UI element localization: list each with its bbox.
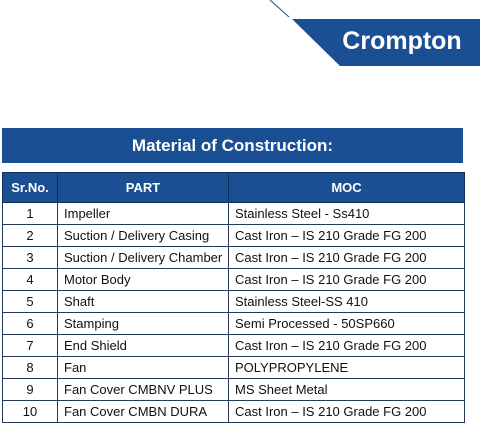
table-cell: Stamping	[57, 312, 229, 335]
table-row: 10 Fan Cover CMBN DURA Cast Iron – IS 210 …	[2, 400, 465, 423]
table-cell: Fan	[57, 356, 229, 379]
table-row: 6 Stamping Semi Processed - 50SP660	[2, 312, 465, 335]
logo-line	[269, 0, 290, 18]
table-cell: Suction / Delivery Casing	[57, 224, 229, 247]
table-cell: Cast Iron – IS 210 Grade FG 200	[228, 334, 465, 357]
table-cell: Impeller	[57, 202, 229, 225]
table-cell: 7	[2, 334, 58, 357]
table-cell: Cast Iron – IS 210 Grade FG 200	[228, 246, 465, 269]
table-cell: Semi Processed - 50SP660	[228, 312, 465, 335]
table-cell: 2	[2, 224, 58, 247]
table-cell: Suction / Delivery Chamber	[57, 246, 229, 269]
table-cell: Motor Body	[57, 268, 229, 291]
table-cell: 6	[2, 312, 58, 335]
table-cell: 9	[2, 378, 58, 401]
table-cell: 3	[2, 246, 58, 269]
table-row: 3 Suction / Delivery Chamber Cast Iron – I…	[2, 246, 465, 269]
table-cell: Stainless Steel - Ss410	[228, 202, 465, 225]
table-cell: 5	[2, 290, 58, 313]
title: Material of Construction:	[2, 128, 463, 163]
table-row: 9 Fan Cover CMBNV PLUS MS Sheet Metal	[2, 378, 465, 401]
table-cell: POLYPROPYLENE	[228, 356, 465, 379]
logo-text: Crompton	[342, 27, 461, 55]
header-row: Sr.No. PART MOC	[2, 172, 465, 203]
table-row: 5 Shaft Stainless Steel-SS 410	[2, 290, 465, 313]
table-cell: Cast Iron – IS 210 Grade FG 200	[228, 224, 465, 247]
column-header: PART	[57, 172, 229, 203]
table-cell: Shaft	[57, 290, 229, 313]
table-row: 4 Motor Body Cast Iron – IS 210 Grade FG 2…	[2, 268, 465, 291]
logo: Crompton	[269, 0, 480, 66]
table: Sr.No. PART MOC 1 Impeller Stainless Steel -…	[2, 172, 465, 423]
table-cell: Stainless Steel-SS 410	[228, 290, 465, 313]
table-cell: Fan Cover CMBNV PLUS	[57, 378, 229, 401]
table-cell: 8	[2, 356, 58, 379]
column-header: MOC	[228, 172, 465, 203]
table-cell: Cast Iron – IS 210 Grade FG 200	[228, 400, 465, 423]
table-row: 1 Impeller Stainless Steel - Ss410	[2, 202, 465, 225]
table-cell: 1	[2, 202, 58, 225]
table-row: 2 Suction / Delivery Casing Cast Iron – IS…	[2, 224, 465, 247]
table-body: 1 Impeller Stainless Steel - Ss410 2 Suction…	[2, 202, 465, 423]
table-cell: 10	[2, 400, 58, 423]
logo-banner	[292, 19, 480, 66]
column-header: Sr.No.	[2, 172, 58, 203]
table-cell: MS Sheet Metal	[228, 378, 465, 401]
table-row: 7 End Shield Cast Iron – IS 210 Grade FG 2…	[2, 334, 465, 357]
table-cell: 4	[2, 268, 58, 291]
table-cell: Cast Iron – IS 210 Grade FG 200	[228, 268, 465, 291]
table-cell: End Shield	[57, 334, 229, 357]
table-cell: Fan Cover CMBN DURA	[57, 400, 229, 423]
table-row: 8 Fan POLYPROPYLENE	[2, 356, 465, 379]
